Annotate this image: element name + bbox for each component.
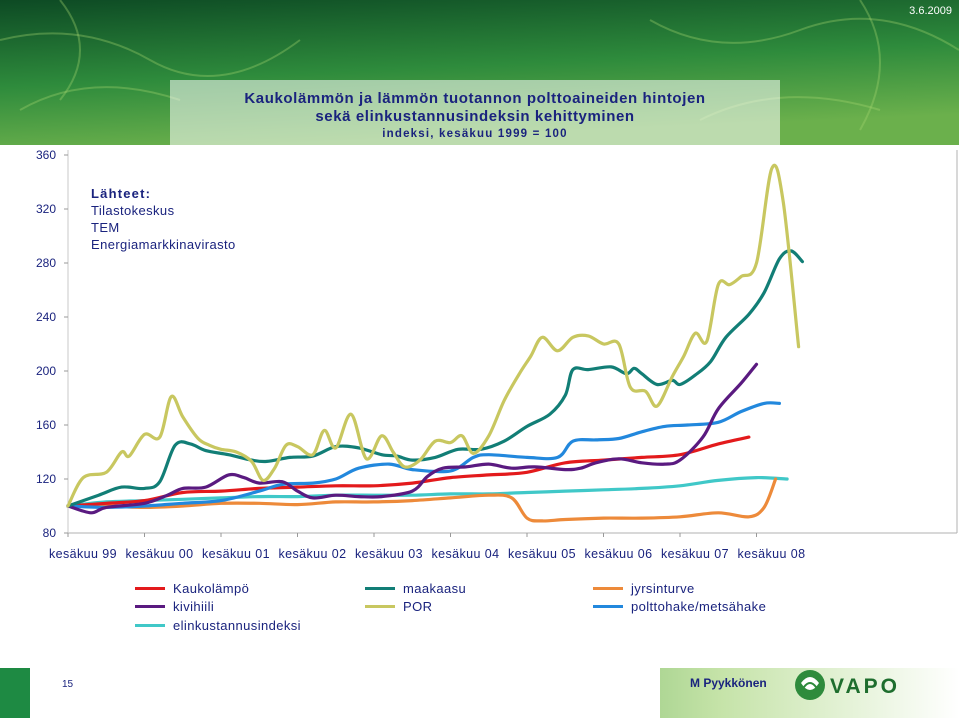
legend-swatch — [135, 604, 165, 608]
legend-label: kivihiili — [173, 598, 215, 614]
y-tick-label: 240 — [36, 310, 56, 324]
footer-accent — [0, 668, 30, 718]
x-tick-label: kesäkuu 04 — [432, 547, 500, 561]
source-item: Tilastokeskus — [91, 203, 175, 218]
legend-swatch — [135, 586, 165, 590]
series-line-2 — [66, 477, 778, 523]
vapo-logo: VAPO — [795, 670, 900, 700]
chart-series — [66, 163, 804, 523]
source-item: TEM — [91, 220, 120, 235]
x-tick-label: kesäkuu 02 — [279, 547, 347, 561]
sources-box: Lähteet: Tilastokeskus TEM Energiamarkki… — [91, 185, 236, 253]
x-tick-label: kesäkuu 00 — [126, 547, 194, 561]
legend-swatch — [593, 586, 623, 590]
leaf-texture-background — [0, 0, 959, 145]
legend-item-jyrsinturve: jyrsinturve — [593, 580, 695, 596]
chart-subtitle: indeksi, kesäkuu 1999 = 100 — [382, 128, 568, 140]
legend-label: maakaasu — [403, 580, 467, 596]
legend-item-kaukolampo: Kaukolämpö — [135, 580, 249, 596]
legend-swatch — [365, 586, 395, 590]
series-line-0 — [66, 435, 751, 508]
y-tick-label: 80 — [43, 526, 57, 540]
legend-swatch — [365, 604, 395, 608]
x-tick-label: kesäkuu 05 — [508, 547, 576, 561]
y-tick-label: 360 — [36, 148, 56, 162]
line-chart: 80 120 160 200 240 280 320 360 kesäkuu 99 kesäkuu… — [36, 148, 958, 561]
series-line-1 — [66, 249, 804, 508]
legend-label: elinkustannusindeksi — [173, 617, 301, 633]
legend-label: polttohake/metsähake — [631, 598, 767, 614]
series-line-6 — [66, 475, 789, 508]
legend-item-polttohake: polttohake/metsähake — [593, 598, 766, 614]
legend-label: jyrsinturve — [631, 580, 695, 596]
page-number: 15 — [62, 679, 74, 690]
source-item: Energiamarkkinavirasto — [91, 237, 236, 252]
logo-wordmark: VAPO — [830, 675, 900, 698]
legend-item-maakaasu: maakaasu — [365, 580, 466, 596]
series-line-3 — [66, 362, 759, 515]
x-tick-label: kesäkuu 07 — [661, 547, 729, 561]
chart-title-block: Kaukolämmön ja lämmön tuotannon polttoai… — [200, 90, 750, 140]
x-tick-label: kesäkuu 99 — [49, 547, 117, 561]
date-label: 3.6.2009 — [909, 5, 952, 17]
y-tick-label: 200 — [36, 364, 56, 378]
chart-title-line-2: sekä elinkustannusindeksin kehittyminen — [315, 108, 635, 125]
x-tick-label: kesäkuu 03 — [355, 547, 423, 561]
y-tick-label: 280 — [36, 256, 56, 270]
series-line-4 — [66, 163, 801, 508]
legend-swatch — [135, 623, 165, 627]
header-banner: 3.6.2009 Kaukolämmön ja lämmön tuotannon… — [0, 0, 959, 145]
footer-panel — [30, 668, 660, 718]
legend-swatch — [593, 604, 623, 608]
x-tick-label: kesäkuu 06 — [585, 547, 653, 561]
y-tick-label: 120 — [36, 472, 56, 486]
sources-heading: Lähteet: — [91, 186, 152, 201]
legend-item-elinkustannusindeksi: elinkustannusindeksi — [135, 617, 301, 633]
series-line-5 — [66, 401, 781, 509]
chart-title-line-1: Kaukolämmön ja lämmön tuotannon polttoai… — [244, 90, 706, 107]
y-tick-label: 160 — [36, 418, 56, 432]
y-tick-label: 320 — [36, 202, 56, 216]
x-tick-label: kesäkuu 08 — [738, 547, 806, 561]
footer: 15 M Pyykkönen VAPO — [0, 663, 959, 718]
legend-label: Kaukolämpö — [173, 580, 250, 596]
legend-item-kivihiili: kivihiili — [135, 598, 214, 614]
chart-axes: 80 120 160 200 240 280 320 360 kesäkuu 99 kesäkuu… — [36, 148, 958, 561]
legend-item-por: POR — [365, 598, 432, 614]
x-tick-label: kesäkuu 01 — [202, 547, 270, 561]
author-label: M Pyykkönen — [690, 676, 767, 690]
legend-label: POR — [403, 598, 433, 614]
